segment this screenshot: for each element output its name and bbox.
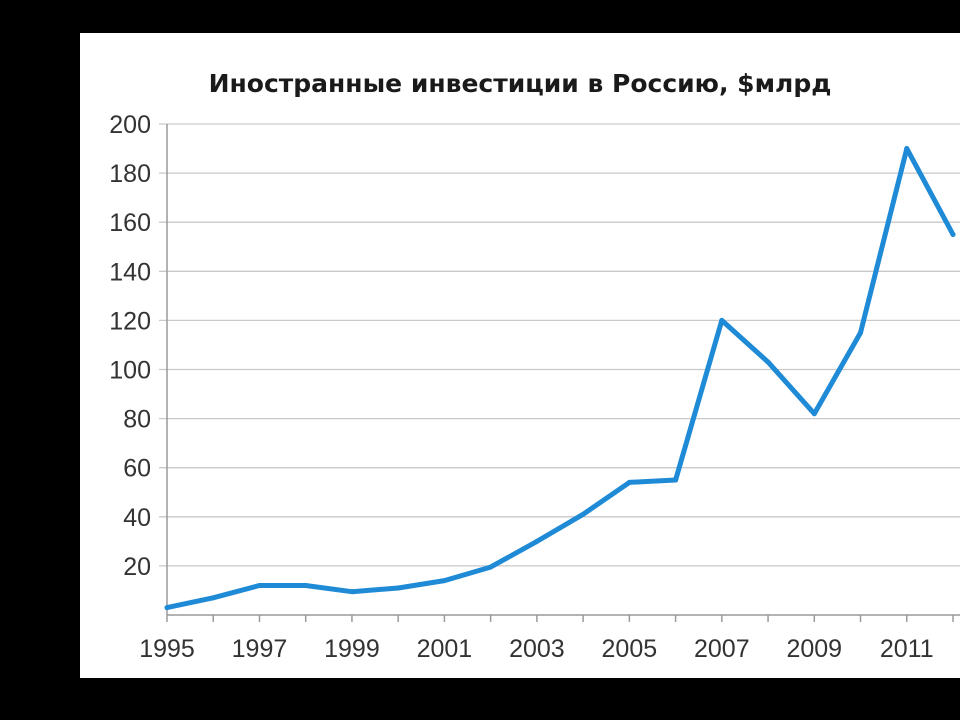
data-point-1996 <box>210 595 216 601</box>
x-tick-label-2007: 2007 <box>694 635 750 663</box>
y-tick-label-200: 200 <box>109 111 151 139</box>
series-line-0 <box>164 146 956 611</box>
data-point-2006 <box>673 477 679 483</box>
data-point-1995 <box>164 605 170 611</box>
y-tick-label-80: 80 <box>123 406 151 434</box>
x-tick-label-2001: 2001 <box>417 635 473 663</box>
x-tick-label-1995: 1995 <box>139 635 195 663</box>
data-point-1999 <box>349 589 355 595</box>
x-tick-label-1997: 1997 <box>232 635 288 663</box>
data-point-2008 <box>765 359 771 365</box>
y-tick-label-40: 40 <box>123 504 151 532</box>
data-point-2004 <box>580 511 586 517</box>
data-point-2005 <box>626 479 632 485</box>
data-point-2012 <box>950 231 956 237</box>
data-point-2000 <box>395 585 401 591</box>
data-point-2001 <box>441 578 447 584</box>
y-tick-label-180: 180 <box>109 160 151 188</box>
y-tick-label-140: 140 <box>109 258 151 286</box>
x-tick-label-2011: 2011 <box>880 635 934 663</box>
x-tick-labels: 1995 1997 1999 2001 2003 2005 2007 2009 2011 <box>139 635 933 663</box>
x-tick-label-2009: 2009 <box>786 635 842 663</box>
data-point-2003 <box>534 538 540 544</box>
y-tick-label-100: 100 <box>109 357 151 385</box>
y-tick-labels: 20 40 60 80 100 120 140 160 180 200 <box>109 111 151 581</box>
data-point-1998 <box>303 583 309 589</box>
x-tick-label-1999: 1999 <box>324 635 380 663</box>
y-tick-label-160: 160 <box>109 209 151 237</box>
line-chart: 20 40 60 80 100 120 140 160 180 200 1995 1997 1999 2… <box>109 111 960 663</box>
data-point-2007 <box>719 317 725 323</box>
x-tick-label-2003: 2003 <box>509 635 565 663</box>
chart-title: Иностранные инвестиции в Россию, $млрд <box>208 69 832 98</box>
data-point-2009 <box>811 411 817 417</box>
data-point-2010 <box>858 330 864 336</box>
series-layer <box>164 146 956 611</box>
x-tick-label-2005: 2005 <box>602 635 658 663</box>
y-tick-label-60: 60 <box>123 455 151 483</box>
axes <box>166 124 960 622</box>
y-tick-label-20: 20 <box>123 553 151 581</box>
gridlines <box>159 123 960 567</box>
y-tick-label-120: 120 <box>109 307 151 335</box>
data-point-1997 <box>256 583 262 589</box>
chart-panel: Иностранные инвестиции в Россию, $млрд 2… <box>80 33 960 678</box>
data-point-2002 <box>488 564 494 570</box>
data-point-2011 <box>904 146 910 152</box>
